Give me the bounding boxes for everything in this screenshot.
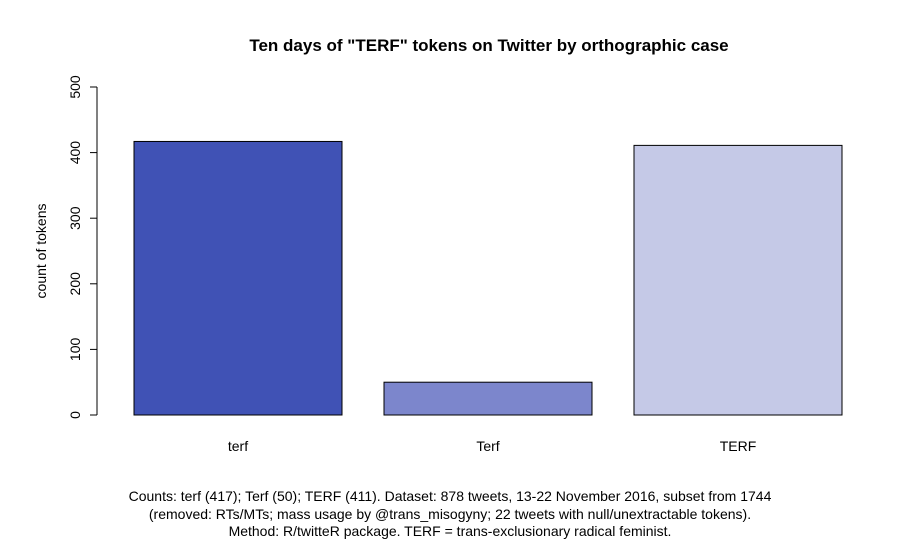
bars-group bbox=[133, 140, 843, 416]
y-tick-label: 300 bbox=[67, 206, 83, 230]
y-axis-label: count of tokens bbox=[33, 204, 49, 299]
y-axis: 0 100 200 300 400 500 bbox=[67, 75, 98, 419]
bar-Terf bbox=[383, 381, 593, 416]
y-tick-label: 100 bbox=[67, 338, 83, 362]
bar-TERF bbox=[633, 144, 843, 416]
x-tick-label-TERF: TERF bbox=[720, 438, 757, 454]
caption-line-1: Counts: terf (417); Terf (50); TERF (411… bbox=[128, 488, 772, 504]
y-tick-label: 500 bbox=[67, 75, 83, 99]
x-tick-labels: terf Terf TERF bbox=[228, 438, 756, 454]
y-tick-label: 0 bbox=[67, 411, 83, 419]
chart-title: Ten days of "TERF" tokens on Twitter by … bbox=[249, 36, 728, 55]
y-tick-label: 400 bbox=[67, 141, 83, 165]
bar-terf bbox=[133, 140, 343, 416]
caption-line-3: Method: R/twitteR package. TERF = trans-… bbox=[228, 523, 672, 539]
y-tick-label: 200 bbox=[67, 272, 83, 296]
caption-line-2: (removed: RTs/MTs; mass usage by @trans_… bbox=[148, 505, 752, 522]
x-tick-label-terf: terf bbox=[228, 438, 248, 454]
x-tick-label-Terf: Terf bbox=[476, 438, 499, 454]
chart-caption: Counts: terf (417); Terf (50); TERF (411… bbox=[0, 488, 900, 541]
